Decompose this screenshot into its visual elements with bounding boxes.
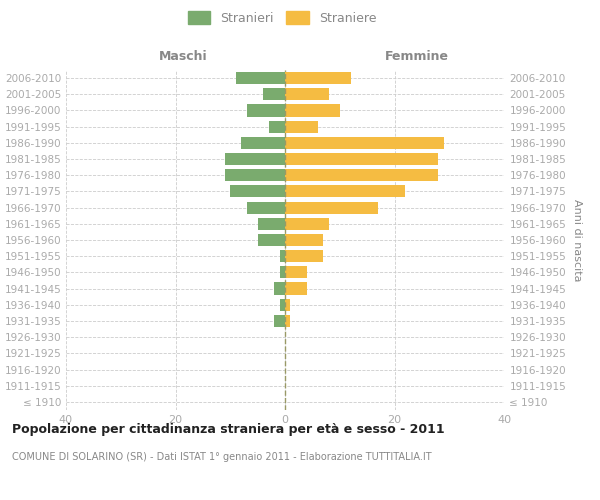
Bar <box>285 88 329 101</box>
Text: Maschi: Maschi <box>158 50 208 62</box>
Bar <box>285 169 438 181</box>
Bar <box>285 266 307 278</box>
Bar <box>285 234 323 246</box>
Bar <box>236 72 285 84</box>
Bar <box>285 104 340 117</box>
Bar <box>285 315 290 327</box>
Bar <box>225 169 285 181</box>
Bar <box>285 72 350 84</box>
Text: COMUNE DI SOLARINO (SR) - Dati ISTAT 1° gennaio 2011 - Elaborazione TUTTITALIA.I: COMUNE DI SOLARINO (SR) - Dati ISTAT 1° … <box>12 452 431 462</box>
Bar <box>280 250 285 262</box>
Legend: Stranieri, Straniere: Stranieri, Straniere <box>185 8 379 28</box>
Bar <box>274 282 285 294</box>
Bar <box>280 298 285 311</box>
Bar <box>285 186 406 198</box>
Bar <box>285 120 318 132</box>
Bar <box>241 137 285 149</box>
Bar <box>263 88 285 101</box>
Bar <box>274 315 285 327</box>
Bar <box>285 218 329 230</box>
Bar <box>285 153 438 165</box>
Text: Popolazione per cittadinanza straniera per età e sesso - 2011: Popolazione per cittadinanza straniera p… <box>12 422 445 436</box>
Bar <box>285 250 323 262</box>
Bar <box>257 218 285 230</box>
Bar <box>285 202 378 213</box>
Bar <box>280 266 285 278</box>
Y-axis label: Anni di nascita: Anni di nascita <box>572 198 582 281</box>
Bar <box>285 282 307 294</box>
Bar <box>230 186 285 198</box>
Text: Femmine: Femmine <box>385 50 449 62</box>
Bar <box>257 234 285 246</box>
Bar <box>285 298 290 311</box>
Bar <box>247 104 285 117</box>
Bar <box>225 153 285 165</box>
Bar <box>269 120 285 132</box>
Bar <box>285 137 444 149</box>
Bar <box>247 202 285 213</box>
